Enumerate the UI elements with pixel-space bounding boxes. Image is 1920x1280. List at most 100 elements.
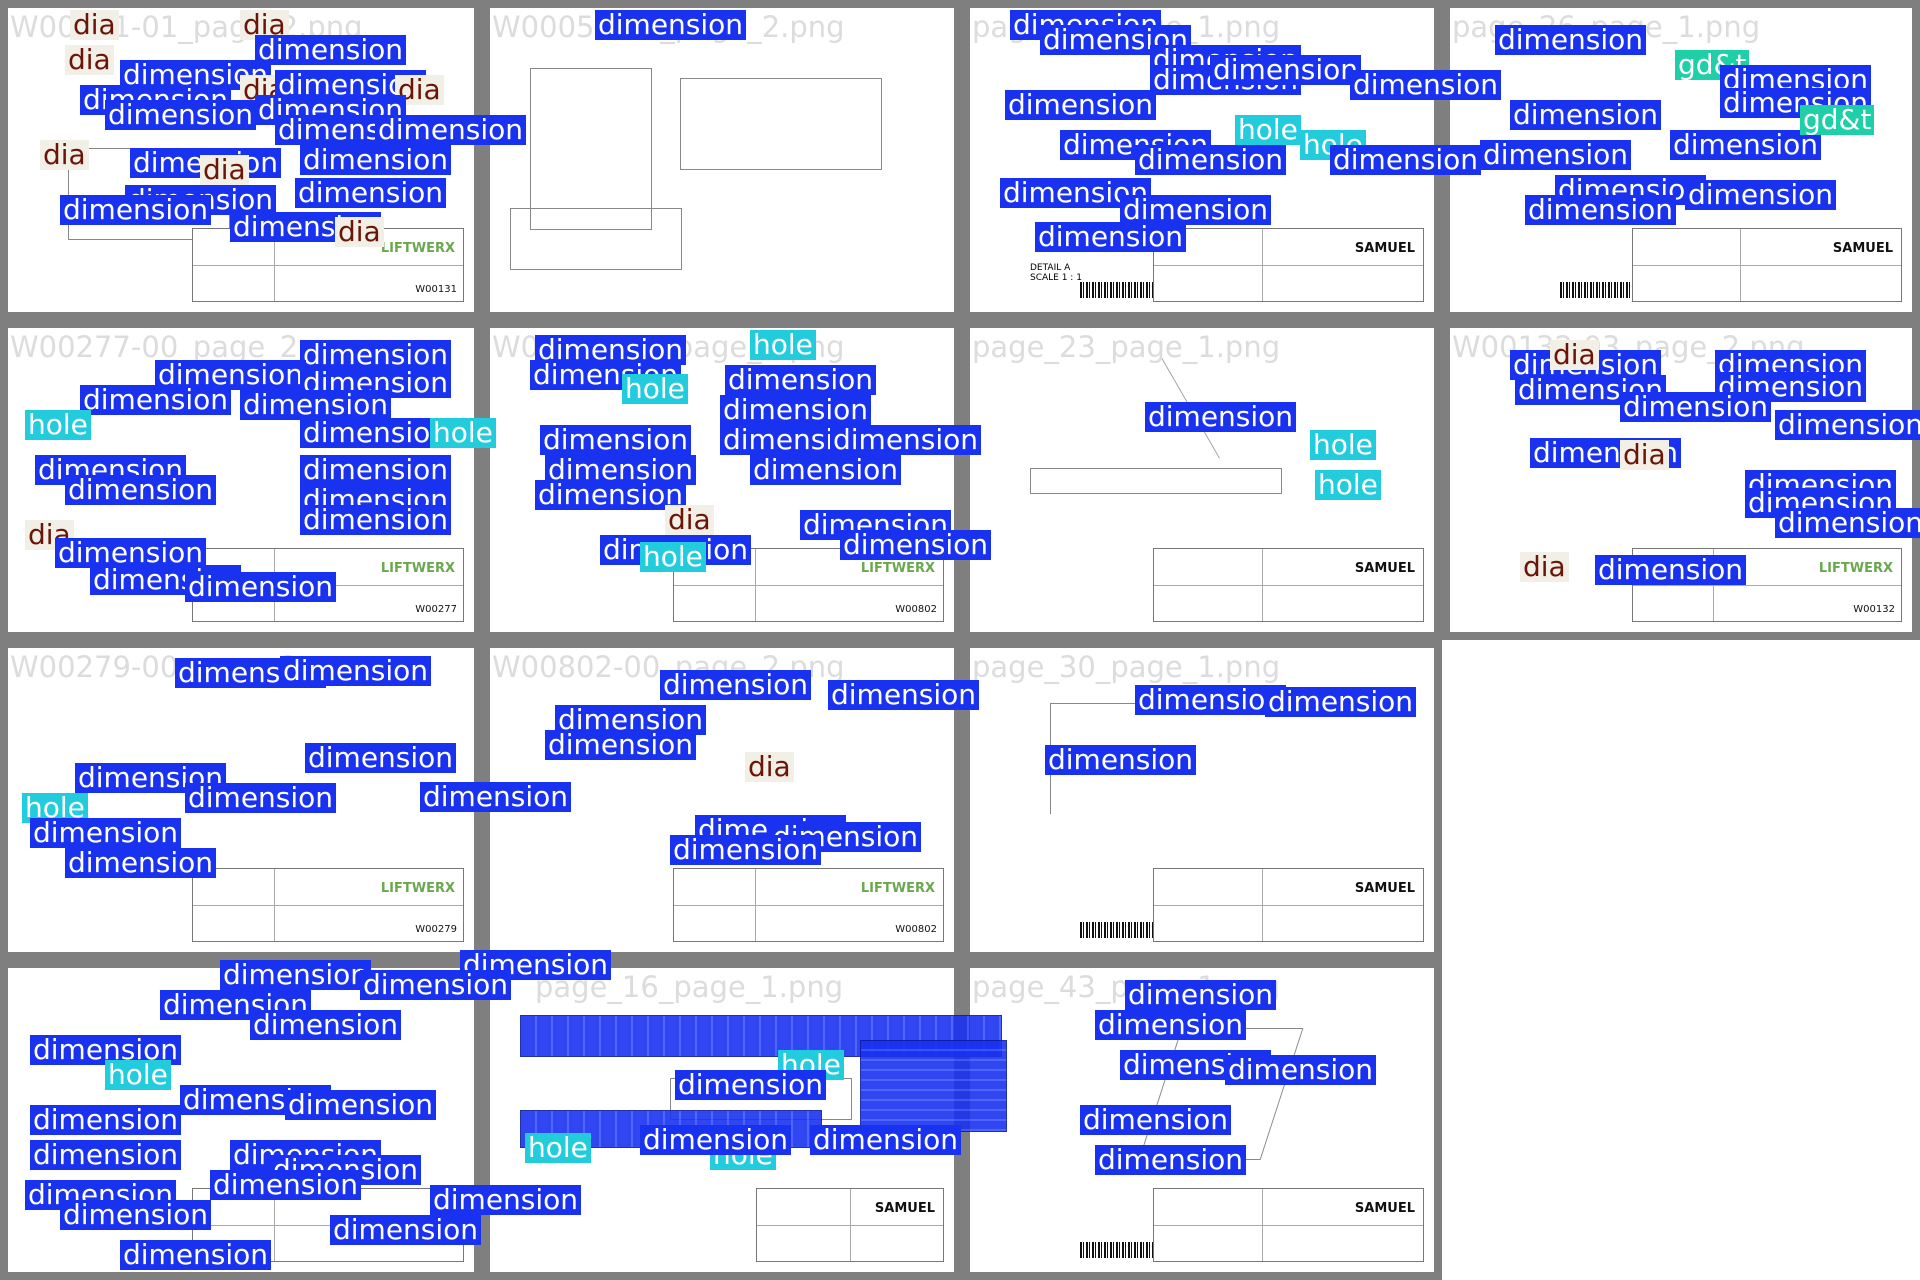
barcode	[1080, 282, 1175, 298]
detection-label-dimension: dimension	[430, 1185, 582, 1215]
drawing-view	[510, 208, 682, 270]
detection-label-dia: dia	[70, 10, 119, 40]
barcode	[1560, 282, 1655, 298]
detection-label-dimension: dimension	[1125, 980, 1277, 1010]
detection-label-dimension: dimension	[675, 1070, 827, 1100]
detection-label-hole: hole	[1310, 430, 1376, 460]
detection-label-hole: hole	[525, 1133, 591, 1163]
company-logo: LIFTWERX	[380, 561, 455, 576]
detection-label-gdt: gd&t	[1800, 105, 1875, 135]
detection-label-hole: hole	[640, 542, 706, 572]
detection-label-dimension: dimension	[1045, 745, 1197, 775]
detection-label-dimension: dimension	[1620, 392, 1772, 422]
tile-filename: page_30_page_1.png	[972, 650, 1281, 684]
detection-label-dimension: dimension	[1120, 195, 1272, 225]
detection-label-dimension: dimension	[60, 1200, 212, 1230]
drawing-sheet: W00050-00_page_2.png	[490, 8, 954, 312]
detection-label-dimension: dimension	[420, 782, 572, 812]
detection-label-dimension: dimension	[300, 505, 452, 535]
detection-label-dimension: dimension	[185, 783, 337, 813]
drawing-number: W00279	[415, 924, 457, 935]
detection-label-dimension: dimension	[105, 100, 257, 130]
detection-label-dimension: dimension	[30, 1105, 182, 1135]
detection-label-dimension: dimension	[1595, 555, 1747, 585]
detection-label-dimension: dimension	[1495, 25, 1647, 55]
detection-label-dimension: dimension	[1095, 1145, 1247, 1175]
detection-label-dimension: dimension	[185, 572, 337, 602]
title-block: LIFTWERX W00802	[672, 868, 944, 942]
title-block: SAMUEL	[1152, 548, 1424, 622]
detection-label-hole: hole	[750, 330, 816, 360]
detection-label-dimension: dimension	[660, 670, 812, 700]
detection-label-dimension: dimension	[1265, 687, 1417, 717]
detection-label-hole: hole	[430, 418, 496, 448]
company-logo: SAMUEL	[1354, 241, 1415, 256]
barcode	[1080, 922, 1175, 938]
tile-frame: W00050-00_page_2.png	[482, 0, 962, 320]
drawing-number: W00132	[1853, 604, 1895, 615]
drawing-view	[1030, 468, 1282, 494]
drawing-view	[680, 78, 882, 170]
detection-label-dimension: dimension	[220, 960, 372, 990]
detection-label-dimension: dimension	[1775, 410, 1920, 440]
detection-label-dimension: dimension	[240, 390, 392, 420]
detail-callout: DETAIL A SCALE 1 : 1	[1030, 263, 1082, 283]
detection-label-dimension: dimension	[65, 475, 217, 505]
detection-label-hole: hole	[25, 410, 91, 440]
detection-label-dimension: dimension	[1210, 55, 1362, 85]
tile-frame: page_23_page_1.png SAMUEL	[962, 320, 1442, 640]
detection-label-dimension: dimension	[1225, 1055, 1377, 1085]
detection-label-dimension: dimension	[545, 730, 697, 760]
company-logo: LIFTWERX	[380, 881, 455, 896]
detection-label-dia: dia	[745, 752, 794, 782]
detection-label-dia: dia	[25, 520, 74, 550]
detection-label-dimension: dimension	[300, 418, 452, 448]
detection-label-hole: hole	[1315, 470, 1381, 500]
company-logo: SAMUEL	[1832, 241, 1893, 256]
detection-label-dimension: dimension	[640, 1125, 792, 1155]
detection-label-dimension: dimension	[1095, 1010, 1247, 1040]
tile-filename: page_23_page_1.png	[972, 330, 1281, 364]
drawing-view	[530, 68, 652, 230]
detection-label-dimension: dimension	[1080, 1105, 1232, 1135]
company-logo: SAMUEL	[1354, 561, 1415, 576]
detection-label-dimension: dimension	[1775, 508, 1920, 538]
detection-label-dimension: dimension	[1720, 88, 1872, 118]
detection-label-dimension: dimension	[55, 538, 207, 568]
detection-label-dia: dia	[65, 45, 114, 75]
detection-label-dimension: dimension	[295, 178, 447, 208]
company-logo: LIFTWERX	[860, 881, 935, 896]
dense-dimension-cluster	[860, 1040, 1007, 1132]
company-logo: SAMUEL	[874, 1201, 935, 1216]
drawing-number: W00131	[415, 284, 457, 295]
detection-label-dimension: dimension	[210, 1170, 362, 1200]
detection-label-hole: hole	[1235, 115, 1301, 145]
detection-label-dimension: dimension	[305, 743, 457, 773]
company-logo: LIFTWERX	[860, 561, 935, 576]
detection-label-dia: dia	[1520, 552, 1569, 582]
detection-label-dimension: dimension	[828, 680, 980, 710]
detection-label-dimension: dimension	[1350, 70, 1502, 100]
detection-label-dimension: dimension	[1715, 372, 1867, 402]
drawing-number: W00802	[895, 604, 937, 615]
company-logo: LIFTWERX	[380, 241, 455, 256]
detection-label-dia: dia	[200, 155, 249, 185]
detection-label-dimension: dimension	[155, 360, 307, 390]
detection-label-dimension: dimension	[830, 425, 982, 455]
detection-label-dimension: dimension	[300, 145, 452, 175]
detection-label-dimension: dimension	[725, 365, 877, 395]
detection-label-dimension: dimension	[300, 340, 452, 370]
detection-label-dimension: dimension	[300, 455, 452, 485]
title-block: SAMUEL	[756, 1188, 944, 1262]
detection-label-dimension: dimension	[670, 835, 822, 865]
detection-label-dimension: dimension	[1145, 402, 1297, 432]
detection-label-dimension: dimension	[1510, 100, 1662, 130]
detection-label-dimension: dimension	[30, 1140, 182, 1170]
detection-label-dia: dia	[335, 217, 384, 247]
detection-label-dimension: dimension	[250, 1010, 402, 1040]
detection-label-dimension: dimension	[810, 1125, 962, 1155]
detection-label-dimension: dimension	[1330, 145, 1482, 175]
detection-label-dimension: dimension	[285, 1090, 437, 1120]
detection-label-dimension: dimension	[595, 10, 747, 40]
